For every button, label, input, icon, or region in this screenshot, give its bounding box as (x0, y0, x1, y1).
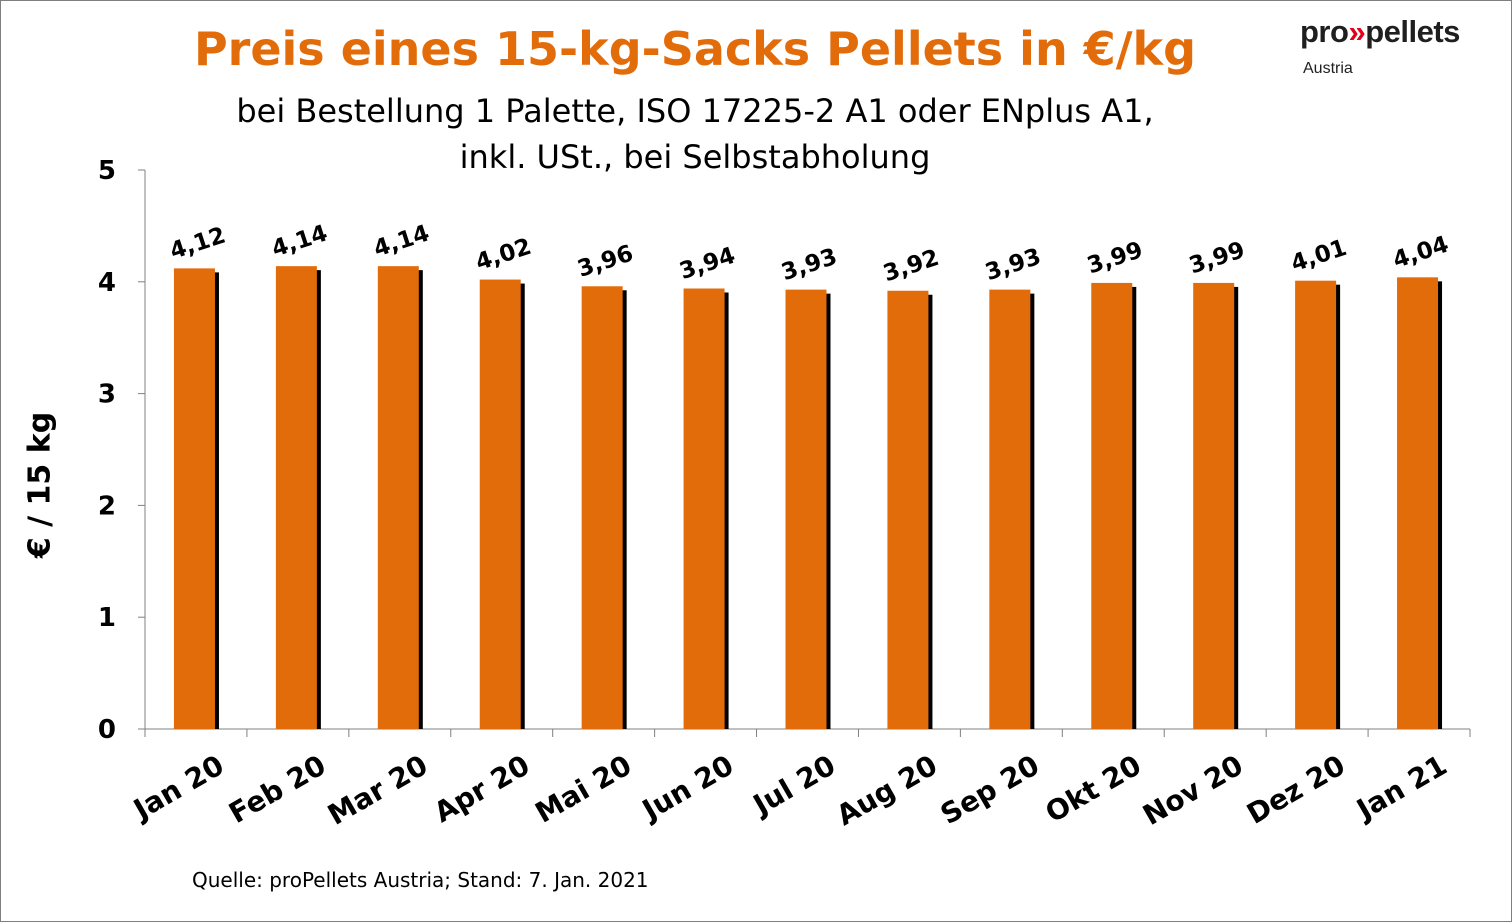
y-tick-label: 3 (98, 380, 116, 410)
bar (275, 266, 317, 729)
bar (377, 266, 419, 729)
propellets-logo: pro»pellets Austria (1300, 14, 1505, 84)
bar-value-label: 4,04 (1390, 232, 1452, 274)
x-tick-label: Apr 20 (428, 748, 535, 829)
logo-wordmark: pro»pellets (1300, 14, 1460, 50)
bar-value-label: 4,02 (473, 234, 535, 276)
bar-value-label: 4,01 (1288, 235, 1350, 277)
x-tick-label: Dez 20 (1241, 748, 1350, 830)
y-tick-label: 4 (98, 268, 116, 298)
bar-value-label: 3,99 (1084, 237, 1146, 279)
bar (785, 289, 827, 729)
bar (1295, 280, 1337, 729)
x-tick-label: Jul 20 (746, 748, 841, 822)
chart-title: Preis eines 15-kg-Sacks Pellets in €/kg (193, 22, 1197, 76)
source-note: Quelle: proPellets Austria; Stand: 7. Ja… (192, 868, 649, 892)
bar (683, 288, 725, 729)
y-tick-label: 0 (98, 715, 116, 745)
bar (173, 268, 215, 729)
bar (479, 279, 521, 729)
x-tick-label: Jan 21 (1349, 748, 1452, 827)
logo-post: pellets (1365, 14, 1460, 49)
bar-value-label: 3,94 (676, 243, 738, 285)
bar-value-label: 4,12 (167, 223, 229, 265)
x-tick-label: Jun 20 (635, 748, 739, 827)
x-tick-label: Jan 20 (126, 748, 229, 827)
x-tick-label: Mai 20 (530, 748, 638, 829)
bar-value-label: 3,93 (778, 244, 840, 286)
y-tick-label: 2 (98, 491, 116, 521)
logo-pre: pro (1300, 14, 1349, 49)
logo-arrows-icon: » (1348, 14, 1366, 49)
x-tick-label: Feb 20 (223, 748, 331, 829)
bar-value-label: 4,14 (371, 220, 433, 262)
bar-value-label: 3,93 (982, 244, 1044, 286)
bar (1193, 282, 1235, 729)
bar (581, 286, 623, 729)
x-tick-label: Nov 20 (1137, 748, 1248, 831)
logo-subtitle: Austria (1303, 60, 1353, 77)
x-tick-label: Aug 20 (831, 748, 943, 832)
x-tick-label: Okt 20 (1040, 748, 1147, 829)
bar-value-label: 3,92 (880, 245, 942, 287)
subtitle-line-2: inkl. USt., bei Selbstabholung (459, 138, 931, 176)
x-tick-label: Sep 20 (935, 748, 1045, 831)
bar-value-label: 3,96 (574, 240, 636, 282)
y-tick-label: 5 (98, 156, 116, 186)
bar (989, 289, 1031, 729)
bar (1397, 277, 1439, 729)
bar-value-label: 3,99 (1186, 237, 1248, 279)
x-tick-label: Mar 20 (322, 748, 433, 831)
chart-subtitle: bei Bestellung 1 Palette, ISO 17225-2 A1… (0, 88, 1390, 180)
y-tick-label: 1 (98, 603, 116, 633)
bar (1091, 282, 1133, 729)
bar (887, 290, 929, 729)
subtitle-line-1: bei Bestellung 1 Palette, ISO 17225-2 A1… (236, 92, 1154, 130)
bar-value-label: 4,14 (269, 220, 331, 262)
